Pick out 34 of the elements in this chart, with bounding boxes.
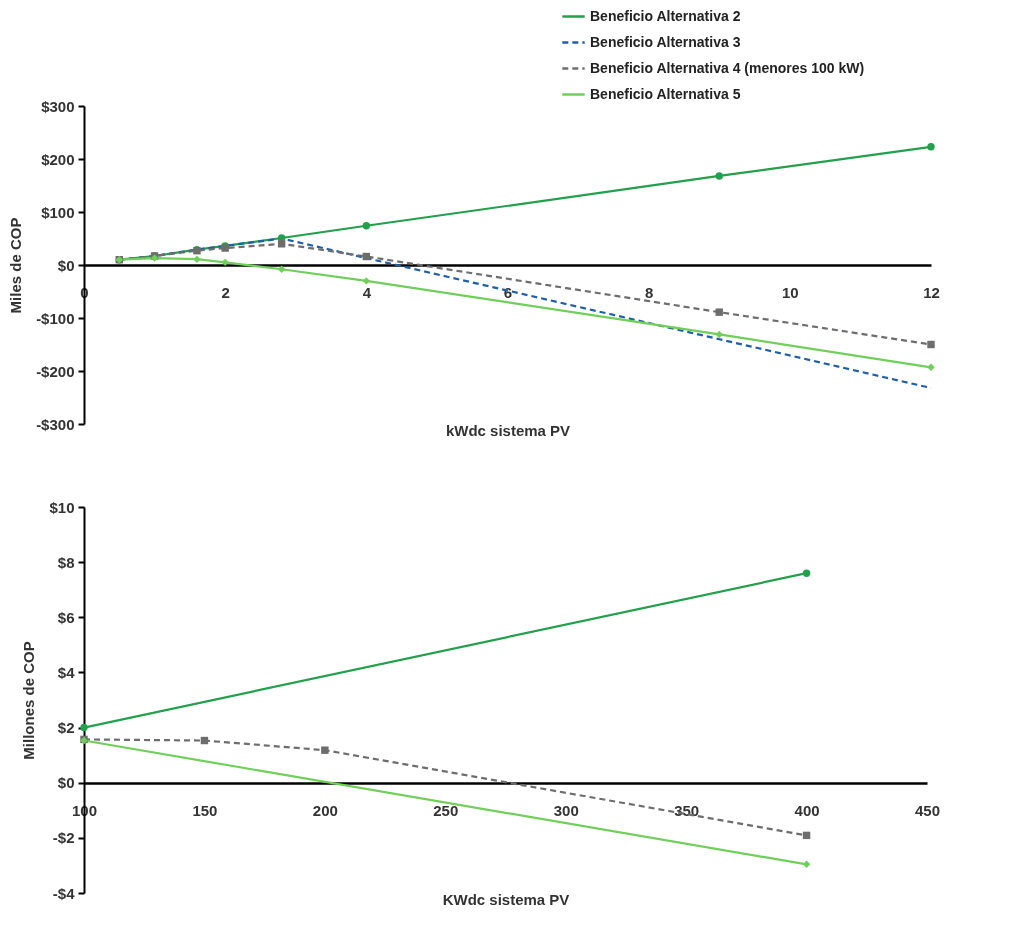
x-tick-label: 12 <box>923 283 940 301</box>
y-tick-label: -$100 <box>36 309 75 327</box>
y-tick-label: $300 <box>41 97 75 115</box>
x-tick-label: 8 <box>644 283 654 301</box>
x-tick-label: 300 <box>553 801 579 819</box>
y-tick-label: $0 <box>57 774 75 792</box>
y-tick-label: $0 <box>57 256 75 274</box>
y-tick-label: -$4 <box>52 884 76 902</box>
y-tick-label: $10 <box>49 498 75 516</box>
x-tick-label: 10 <box>781 283 799 301</box>
y-tick-label: $100 <box>41 203 75 221</box>
x-axis-title: kWdc sistema PV <box>445 421 571 439</box>
x-tick-label: 200 <box>312 801 338 819</box>
legend-label: Beneficio Alternativa 2 <box>590 7 741 24</box>
y-tick-label: $8 <box>57 553 75 571</box>
x-tick-label: 2 <box>221 283 230 301</box>
x-axis-title: KWdc sistema PV <box>442 890 570 908</box>
y-tick-label: $6 <box>57 608 75 626</box>
x-tick-label: 400 <box>794 801 820 819</box>
y-tick-label: -$2 <box>52 829 75 847</box>
x-tick-label: 450 <box>914 801 941 819</box>
legend-label: Beneficio Alternativa 4 (menores 100 kW) <box>590 59 865 76</box>
y-tick-label: -$200 <box>36 362 75 380</box>
y-tick-label: -$300 <box>36 415 75 433</box>
y-axis-title: Millones de COP <box>20 641 38 760</box>
legend-label: Beneficio Alternativa 5 <box>590 85 741 102</box>
y-tick-label: $2 <box>57 719 75 737</box>
x-tick-label: 4 <box>362 283 372 301</box>
y-axis-title: Miles de COP <box>7 217 25 314</box>
y-tick-label: $4 <box>57 663 76 681</box>
legend-label: Beneficio Alternativa 3 <box>590 33 741 50</box>
y-tick-label: $200 <box>41 150 75 168</box>
x-tick-label: 250 <box>433 801 459 819</box>
x-tick-label: 150 <box>192 801 218 819</box>
